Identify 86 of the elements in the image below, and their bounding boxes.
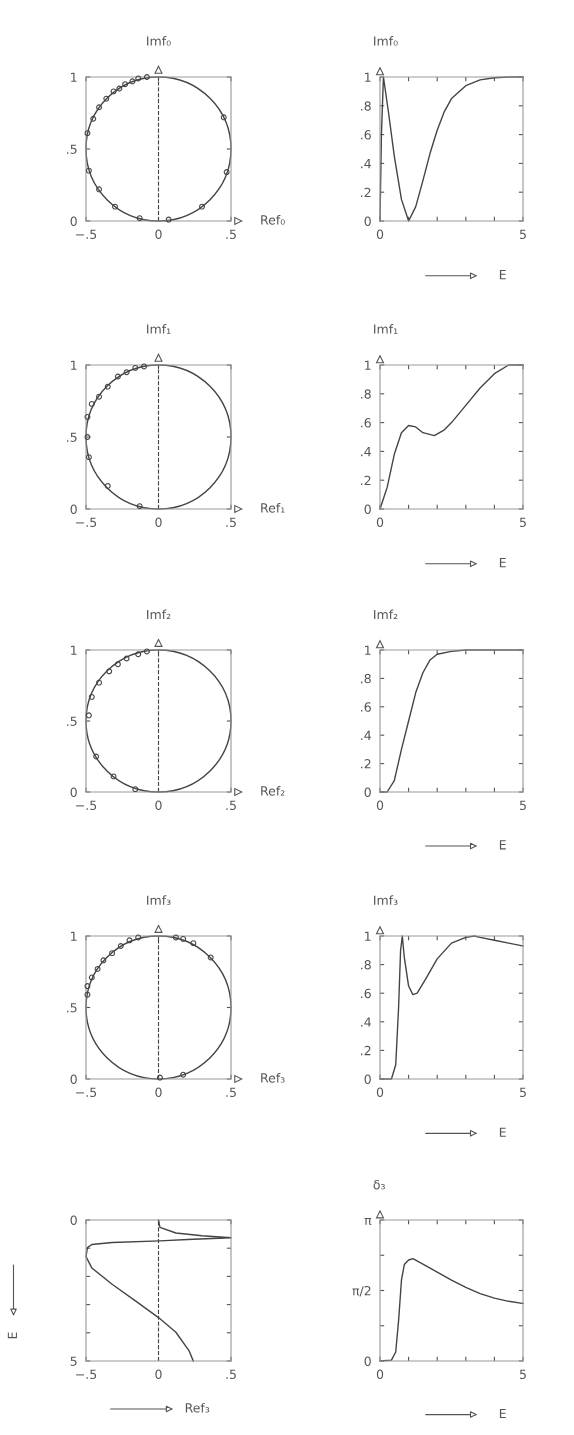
y-axis-title: Imf₂ <box>147 609 171 620</box>
x-tick-label: 5 <box>519 229 526 240</box>
y-tick-label: .4 <box>361 1017 371 1027</box>
y-tick-label: 0 <box>364 1356 371 1366</box>
y-axis-title: Imf₀ <box>374 36 398 46</box>
y-tick-label: 0 <box>364 504 371 514</box>
y-axis-title: Imf₃ <box>374 895 398 905</box>
x-tick-label: 0 <box>376 1369 384 1380</box>
x-tick-label: .5 <box>226 1087 236 1098</box>
x-tick-label: −.5 <box>76 517 97 528</box>
y-tick-label: 0 <box>70 216 77 226</box>
y-tick-label: 1 <box>71 931 77 941</box>
y-tick-label: 0 <box>70 787 77 797</box>
y-tick-label: π <box>364 1217 372 1225</box>
y-tick-label: .2 <box>361 759 371 769</box>
x-tick-label: .5 <box>226 229 236 240</box>
y-tick-label: 1 <box>365 72 371 82</box>
y-tick-label: .5 <box>67 1003 77 1013</box>
x-axis-title: E <box>499 840 506 850</box>
y-tick-label: 0 <box>70 1215 77 1225</box>
x-tick-label: 0 <box>155 229 162 240</box>
x-tick-label: 5 <box>519 1369 526 1380</box>
y-tick-label: .6 <box>361 988 371 999</box>
y-tick-label: 1 <box>365 645 371 655</box>
x-tick-label: 0 <box>155 800 162 811</box>
x-axis-title: E <box>499 1127 506 1137</box>
y-axis-title: Imf₃ <box>147 895 171 905</box>
x-axis-title: Ref₁ <box>261 502 285 513</box>
y-axis-title: Imf₁ <box>374 324 398 334</box>
x-axis-title: E <box>499 1408 506 1419</box>
x-axis-title: E <box>499 558 506 568</box>
x-tick-label: 0 <box>376 800 384 811</box>
y-tick-label: .4 <box>361 447 371 457</box>
y-tick-label: .6 <box>361 418 371 428</box>
y-tick-label: 0 <box>364 787 371 797</box>
x-tick-label: .5 <box>226 1369 236 1380</box>
y-tick-label: .2 <box>361 187 371 197</box>
y-tick-label: .8 <box>361 673 371 684</box>
y-tick-label: 0 <box>70 1074 77 1084</box>
y-tick-label: 1 <box>365 931 371 941</box>
x-tick-label: 0 <box>376 229 384 240</box>
x-axis-title: Ref₂ <box>261 785 285 796</box>
x-tick-label: 0 <box>155 517 162 528</box>
y-axis-title: E <box>7 1332 17 1339</box>
x-axis-title: Ref₃ <box>185 1402 210 1413</box>
y-tick-label: 1 <box>365 360 371 370</box>
y-tick-label: 0 <box>364 1074 371 1084</box>
x-axis-title: Ref₀ <box>261 214 285 225</box>
x-tick-label: 5 <box>519 1087 526 1098</box>
x-tick-label: 0 <box>155 1087 162 1098</box>
x-tick-label: 0 <box>376 1087 384 1098</box>
x-tick-label: −.5 <box>76 1087 97 1098</box>
x-tick-label: −.5 <box>76 229 97 240</box>
x-tick-label: −.5 <box>76 1369 97 1380</box>
y-tick-label: .8 <box>361 101 371 111</box>
x-tick-label: −.5 <box>76 800 97 811</box>
x-axis-title: Ref₃ <box>261 1072 285 1083</box>
y-tick-label: .6 <box>361 130 371 140</box>
y-tick-label: .8 <box>361 389 371 399</box>
y-tick-label: .4 <box>361 159 371 169</box>
y-tick-label: .5 <box>67 432 77 442</box>
y-tick-label: 5 <box>70 1356 77 1366</box>
x-axis-title: E <box>499 270 506 280</box>
y-tick-label: 1 <box>71 72 77 82</box>
y-tick-label: .5 <box>67 716 77 726</box>
y-tick-label: .2 <box>361 475 371 485</box>
x-tick-label: .5 <box>226 517 236 528</box>
x-tick-label: 0 <box>155 1369 162 1380</box>
x-tick-label: .5 <box>226 800 236 811</box>
y-axis-title: Imf₂ <box>374 609 398 620</box>
y-tick-label: 1 <box>71 645 77 655</box>
y-tick-label: .5 <box>67 144 77 154</box>
y-axis-title: Imf₀ <box>147 36 171 46</box>
x-tick-label: 5 <box>519 517 526 528</box>
y-tick-label: .2 <box>361 1045 371 1056</box>
y-tick-label: .6 <box>361 702 371 712</box>
y-tick-label: π/2 <box>352 1285 371 1297</box>
y-axis-title: Imf₁ <box>147 324 171 334</box>
y-tick-label: 0 <box>70 504 77 514</box>
x-tick-label: 5 <box>519 800 526 811</box>
y-tick-label: 1 <box>71 360 77 370</box>
y-tick-label: .4 <box>361 730 371 740</box>
y-axis-title: δ₃ <box>373 1179 385 1190</box>
x-tick-label: 0 <box>376 517 384 528</box>
y-tick-label: .8 <box>361 960 371 970</box>
y-tick-label: 0 <box>364 216 371 226</box>
